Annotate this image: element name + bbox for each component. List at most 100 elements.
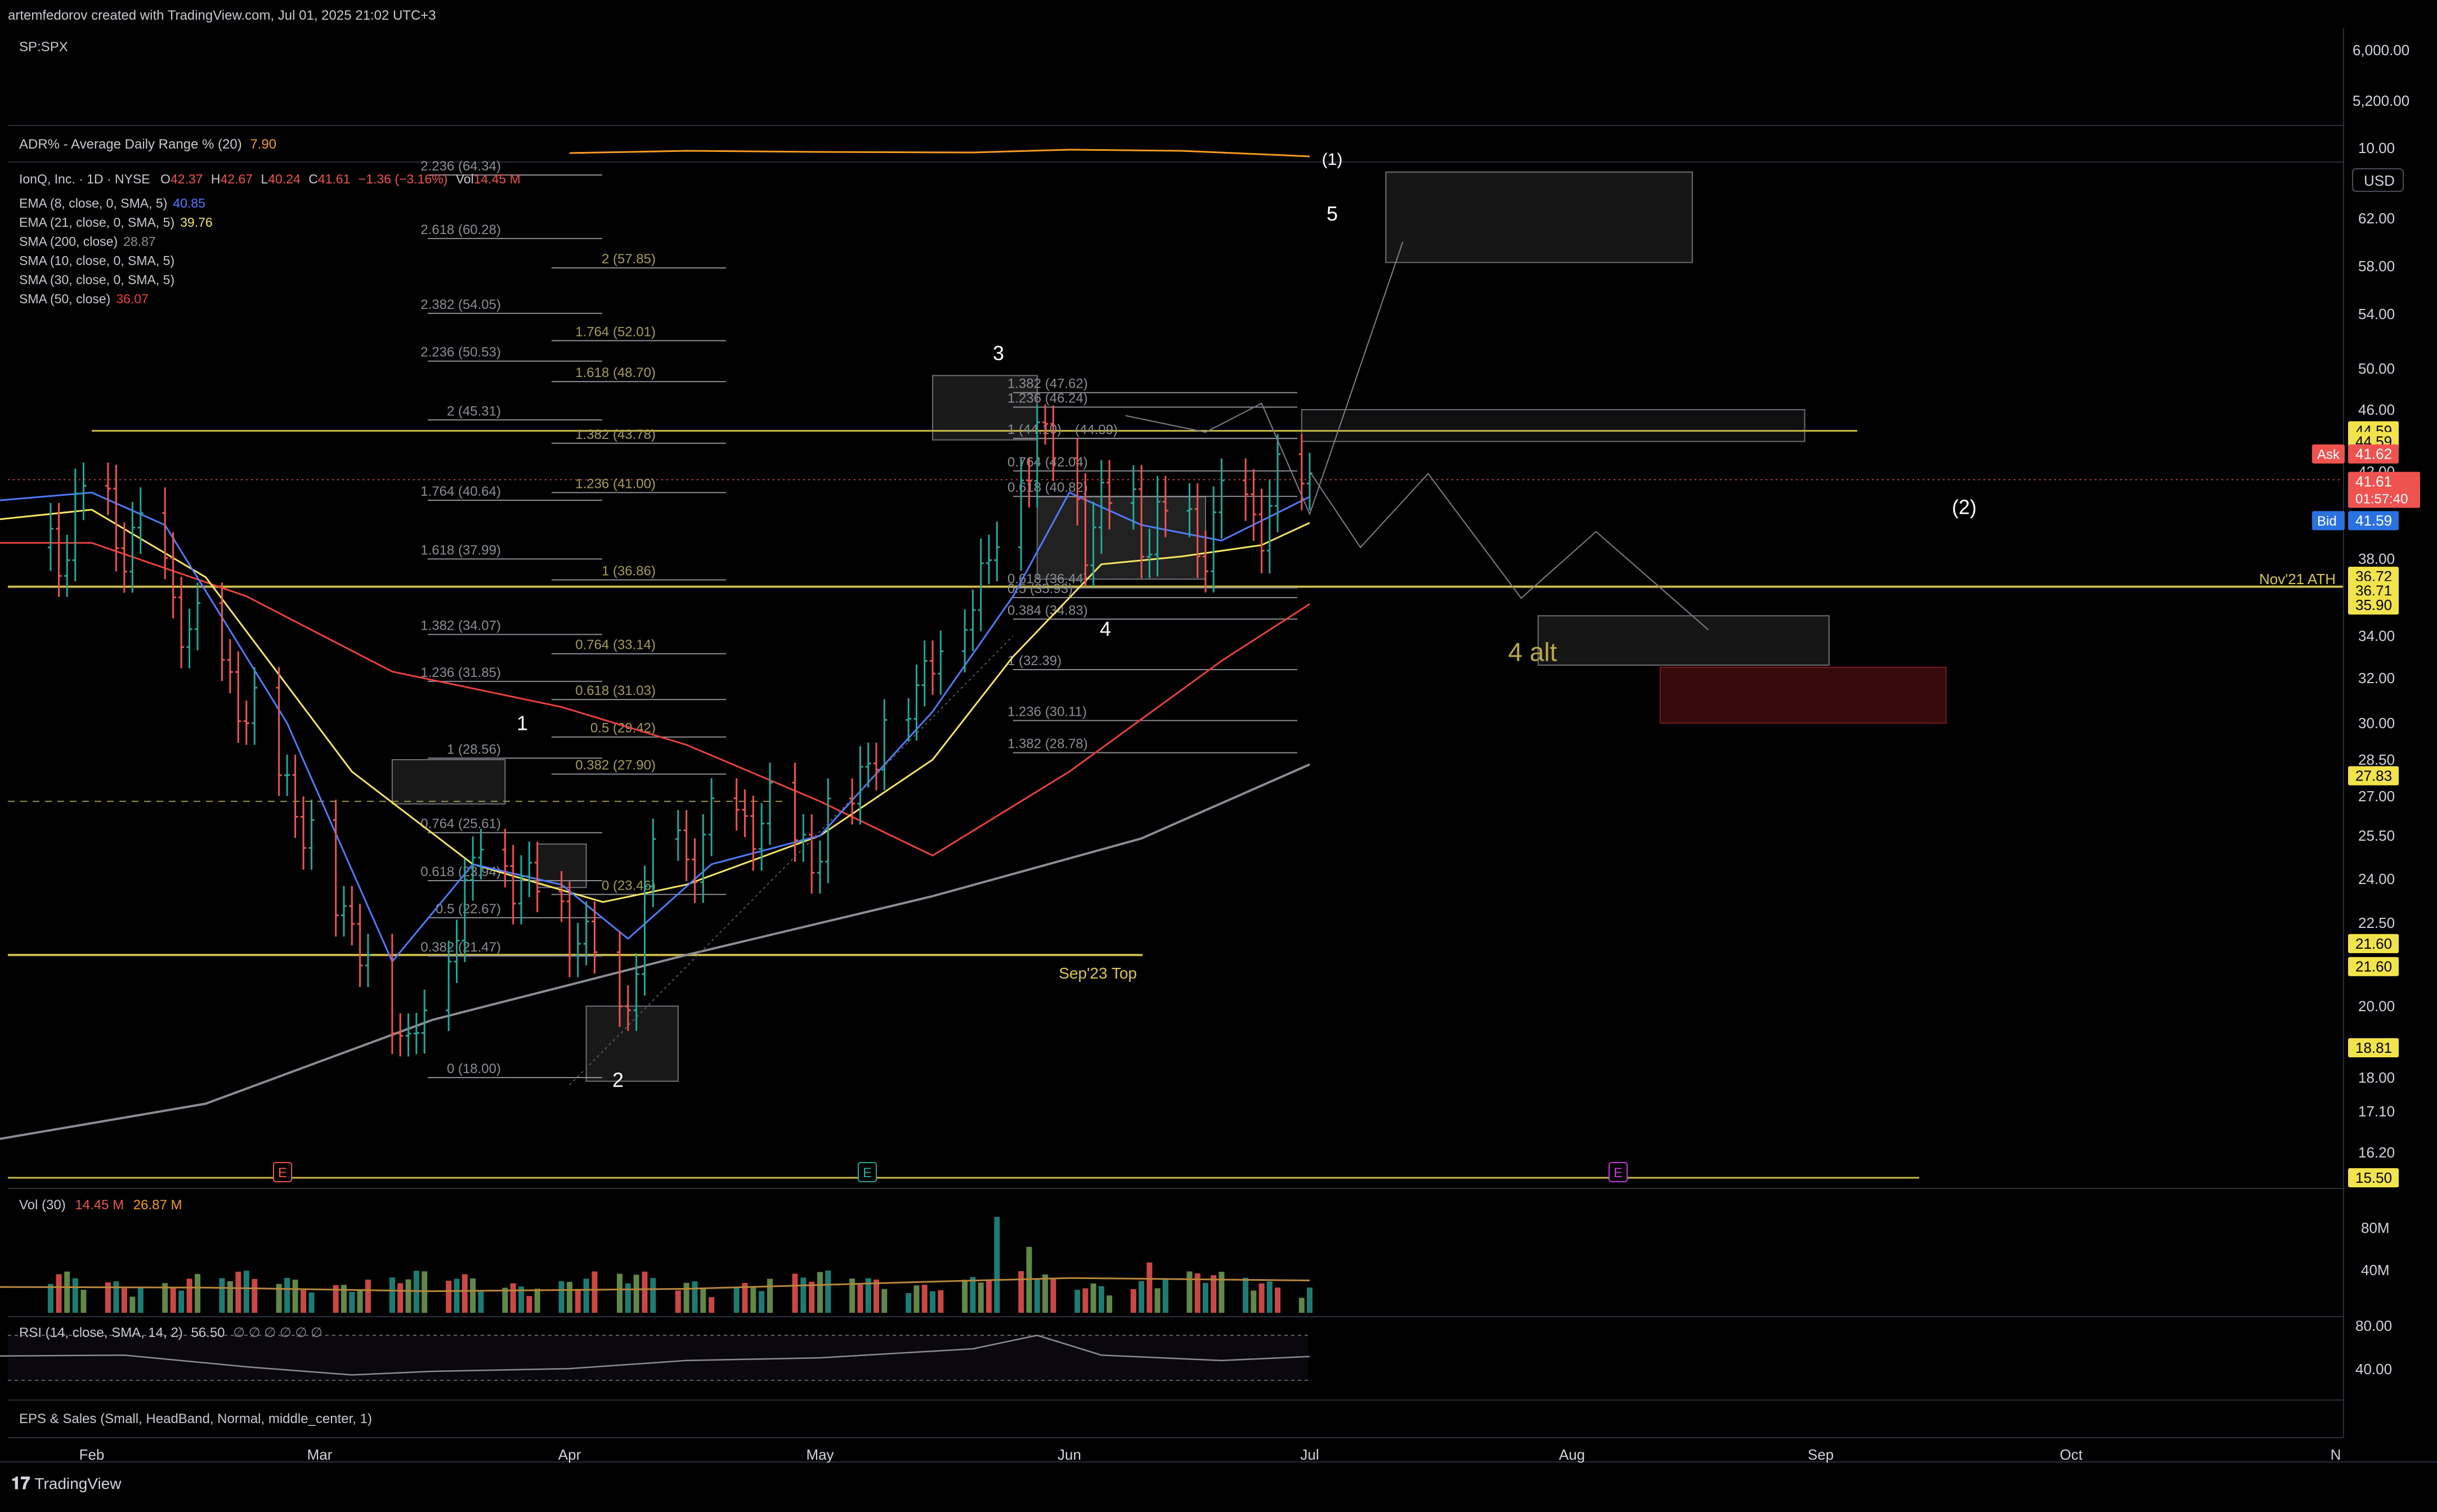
volume-ma-line — [0, 1277, 1310, 1293]
volume-bar — [962, 1280, 968, 1313]
indicator-value: 28.87 — [123, 234, 156, 249]
indicator-label: SMA (30, close, 0, SMA, 5) — [19, 272, 175, 287]
volume-bar — [235, 1271, 241, 1313]
time-axis-label: Jul — [1300, 1446, 1319, 1463]
earnings-marker-label: E — [1614, 1165, 1623, 1181]
time-axis-label: Jun — [1058, 1446, 1081, 1463]
volume-bar — [683, 1282, 689, 1313]
price-tag — [2348, 766, 2399, 786]
volume-bar — [1034, 1279, 1040, 1313]
time-axis-label: Apr — [558, 1446, 581, 1463]
price-axis-label: 20.00 — [2358, 998, 2395, 1015]
volume-bar — [767, 1278, 773, 1313]
volume-bar — [243, 1271, 249, 1313]
wave-dotted-line — [569, 635, 1014, 1085]
volume-bar — [617, 1273, 622, 1313]
fib-level-label: 1.382 (34.07) — [420, 618, 501, 633]
volume-bar — [349, 1291, 355, 1313]
fib-level-label: 0 (18.00) — [447, 1061, 501, 1076]
price-tag — [2348, 934, 2399, 953]
wave-label-3: 3 — [993, 342, 1004, 365]
volume-bar — [526, 1296, 532, 1313]
spx-axis-label: 6,000.00 — [2353, 42, 2409, 59]
volume-bar — [1050, 1278, 1056, 1313]
volume-bar — [650, 1278, 656, 1313]
price-axis-label: 58.00 — [2358, 258, 2395, 275]
adr-axis-label: 10.00 — [2358, 140, 2395, 156]
fib-level-label: 1 (28.56) — [447, 742, 501, 757]
volume-bar — [446, 1280, 452, 1313]
fib-level-label: 1 (36.86) — [602, 564, 656, 579]
indicator-row: SMA (200, close) 28.87 — [19, 232, 156, 251]
fib-level-label: 0.5 (29.42) — [590, 721, 656, 736]
rsi-band — [8, 1335, 1308, 1380]
volume-bar — [1154, 1288, 1161, 1313]
wave4alt-risk-box — [1659, 666, 1947, 724]
rsi-line — [0, 1334, 1310, 1376]
price-tag-label: 35.90 — [2355, 596, 2392, 613]
price-tag-label: 18.81 — [2355, 1039, 2392, 1056]
currency-box — [2352, 168, 2404, 192]
volume-bar — [284, 1277, 290, 1313]
price-axis-label: 28.50 — [2358, 751, 2395, 768]
price-axis-label: 17.10 — [2358, 1103, 2395, 1120]
volume-bar — [970, 1277, 976, 1313]
volume-bar — [219, 1278, 225, 1313]
price-tag — [2348, 595, 2399, 615]
volume-bar — [534, 1289, 540, 1313]
ohlc-close: 41.61 — [317, 172, 351, 186]
indicator-row: SMA (30, close, 0, SMA, 5) — [19, 270, 174, 289]
adr-line — [569, 149, 1310, 158]
earnings-marker — [1609, 1162, 1628, 1182]
earnings-marker — [858, 1162, 877, 1182]
volume-bar — [857, 1284, 863, 1313]
bid-label: Bid — [2317, 514, 2337, 529]
price-axis-label: 27.00 — [2358, 788, 2395, 805]
volume-bar — [592, 1271, 598, 1313]
wave1-box — [391, 759, 506, 805]
fib-level-label: 1.382 (43.78) — [575, 427, 656, 442]
rsi-value: 56.50 — [191, 1325, 225, 1340]
fib-level-label: 0.382 (27.90) — [575, 758, 656, 773]
adr-value: 7.90 — [250, 137, 277, 152]
projection-path-down — [1309, 471, 1709, 630]
ohlc-open: 42.37 — [170, 172, 203, 186]
volume-bar — [1202, 1282, 1208, 1313]
volume-bar — [1186, 1271, 1193, 1313]
annotation-sep23-top: Sep'23 Top — [1059, 964, 1137, 982]
earnings-marker — [273, 1162, 292, 1182]
symbol-line: IonQ, Inc. · 1D · NYSE — [19, 172, 150, 186]
fib-level-label: 0.618 (40.82) — [1007, 480, 1088, 495]
price-tag — [2348, 957, 2399, 976]
volume-value: 14.45 M — [75, 1197, 124, 1213]
wave-label-paren-2: (2) — [1952, 496, 1977, 519]
fib-level-label: 1 (32.39) — [1007, 653, 1061, 668]
volume-bar — [825, 1270, 831, 1313]
fib-level-label: 1.618 (48.70) — [575, 365, 656, 380]
fib-level-label: 0.618 (36.44) — [1007, 572, 1088, 587]
volume-bar — [1098, 1286, 1104, 1313]
fib-level-label: 1.618 (37.99) — [420, 542, 501, 558]
projection-path-up — [1125, 241, 1404, 516]
ohlc-high: 42.67 — [220, 172, 253, 186]
volume-bar — [1130, 1289, 1136, 1313]
time-axis-label: Oct — [2060, 1446, 2083, 1463]
indicator-row: SMA (50, close) 36.07 — [19, 289, 149, 308]
volume-bar — [80, 1290, 87, 1313]
indicator-value: 40.85 — [173, 196, 205, 210]
fib-level-label: 1.764 (40.64) — [420, 484, 501, 499]
wave2-box — [585, 1006, 679, 1082]
volume-bar — [742, 1282, 748, 1313]
volume-bar — [1211, 1275, 1217, 1313]
volume-bar — [121, 1288, 127, 1313]
ask-price: 41.62 — [2355, 446, 2392, 463]
volume-bar — [567, 1281, 572, 1313]
volume-bar — [405, 1279, 411, 1313]
volume-bar — [333, 1285, 339, 1313]
eps-legend: EPS & Sales (Small, HeadBand, Normal, mi… — [19, 1411, 372, 1426]
fib-level-label: 1.382 (28.78) — [1007, 737, 1088, 752]
rsi-legend: RSI (14, close, SMA, 14, 2) 56.50 ∅ ∅ ∅ … — [19, 1325, 322, 1341]
volume-bar — [733, 1287, 740, 1313]
bid-price: 41.59 — [2355, 512, 2392, 529]
